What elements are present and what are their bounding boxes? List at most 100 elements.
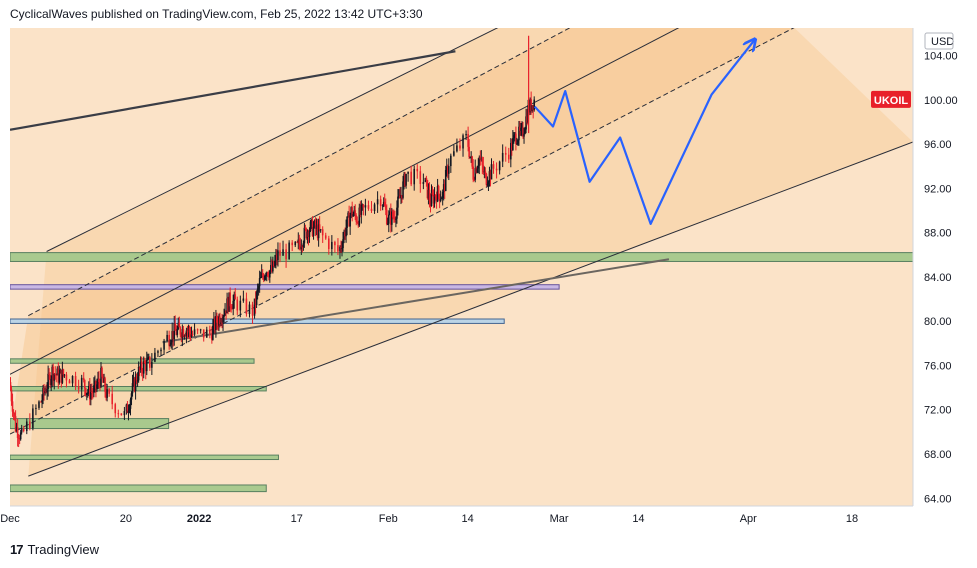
candle-body [138, 367, 141, 370]
candle-body [483, 171, 486, 173]
candle-body [258, 278, 261, 287]
candle-body [315, 225, 318, 230]
candle-body [160, 349, 162, 352]
candle-body [279, 250, 281, 256]
candle-body [11, 401, 14, 412]
candle-body [224, 310, 226, 316]
candle-body [443, 184, 446, 192]
candle-body [345, 227, 347, 237]
candle-body [209, 329, 211, 334]
candle-body [531, 105, 533, 112]
candle-body [490, 164, 493, 180]
candle-body [46, 388, 48, 393]
candle-body [474, 168, 477, 180]
candle-body [103, 378, 105, 383]
candle-body [359, 207, 362, 215]
candle-body [256, 288, 259, 293]
candle-body [120, 413, 123, 416]
candle-body [32, 408, 34, 429]
candle-body [111, 393, 113, 405]
channel-line-3 [10, 28, 795, 435]
candle-body [199, 329, 202, 331]
candle-body [405, 173, 407, 186]
candle-body [310, 219, 313, 222]
x-tick-label: 18 [846, 513, 858, 525]
candle-body [105, 391, 107, 398]
candle-body [187, 327, 190, 331]
candle-body [63, 374, 66, 376]
y-tick-label: 100.00 [924, 95, 958, 107]
candle-body [126, 404, 129, 413]
candle-body [526, 116, 528, 123]
candle-body [102, 376, 104, 383]
candle-body [395, 218, 397, 220]
candle-body [202, 329, 205, 338]
candle-body [426, 179, 429, 199]
candle-body [242, 298, 245, 301]
candle-body [340, 246, 342, 249]
candle-body [83, 380, 86, 389]
candle-body [484, 171, 487, 174]
candle-body [399, 195, 401, 199]
candle-body [445, 166, 448, 170]
candle-body [96, 384, 98, 389]
candle-body [85, 392, 88, 395]
candle-body [265, 272, 268, 276]
candle-body [276, 255, 278, 261]
candle-body [90, 392, 92, 400]
candle-body [475, 168, 478, 173]
candle-body [100, 367, 102, 387]
candle-body [172, 331, 175, 340]
candle-body [17, 437, 20, 439]
candle-body [108, 389, 110, 394]
candle-body [51, 366, 54, 379]
candle-body [428, 189, 431, 201]
candle-body [307, 231, 310, 238]
candle-body [61, 369, 64, 383]
candle-body [285, 249, 287, 260]
candle-body [353, 210, 356, 215]
y-tick-label: 104.00 [924, 51, 958, 63]
candle-body [352, 214, 355, 217]
x-tick-label: 2022 [187, 513, 211, 525]
zone-green-0 [10, 252, 913, 262]
candle-body [427, 189, 430, 199]
candle-body [80, 377, 83, 390]
candle-body [54, 373, 57, 375]
candle-body [469, 156, 471, 158]
candle-body [59, 369, 62, 374]
candle-body [344, 231, 346, 237]
candle-body [354, 210, 357, 216]
candle-body [166, 334, 168, 341]
candle-body [297, 239, 300, 243]
candle-body [383, 201, 386, 206]
candle-body [311, 219, 314, 236]
candle-body [127, 410, 130, 413]
candle-body [401, 195, 403, 198]
candle-body [132, 378, 135, 384]
candle-body [387, 214, 390, 224]
candle-body [446, 166, 449, 174]
candle-body [376, 199, 379, 205]
candle-body [56, 368, 59, 376]
candle-body [175, 330, 178, 335]
candle-body [185, 330, 188, 337]
symbol-tag [871, 90, 911, 108]
candle-body [129, 399, 132, 409]
candle-body [404, 173, 406, 186]
candle-body [294, 241, 297, 246]
candle-body [170, 342, 172, 345]
candle-body [342, 239, 344, 249]
candle-body [48, 373, 50, 375]
y-tick-label: 64.00 [924, 493, 952, 505]
candle-body [462, 135, 464, 149]
candle-body [470, 156, 472, 158]
candle-body [482, 165, 485, 173]
candle-body [436, 186, 439, 202]
candle-body [62, 369, 65, 375]
candle-body [481, 158, 484, 166]
candle-body [41, 400, 43, 403]
x-tick-label: 17 [291, 513, 303, 525]
candle-body [347, 212, 349, 217]
